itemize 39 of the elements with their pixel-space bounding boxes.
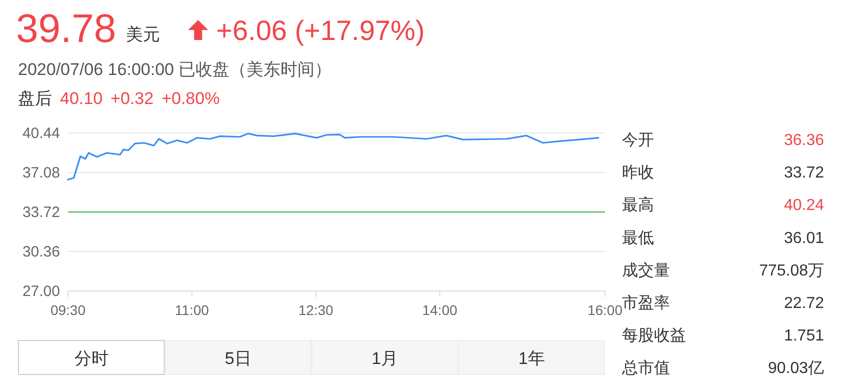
y-tick-label: 27.00 <box>22 283 60 300</box>
text: +6.06 (+17.97%) <box>216 15 425 46</box>
text: 36.36 <box>784 132 824 149</box>
text: 1.751 <box>784 328 824 345</box>
text: +0.80% <box>162 89 220 108</box>
x-tick-label: 09:30 <box>50 302 86 318</box>
y-tick-label: 33.72 <box>22 204 60 221</box>
text: 40.24 <box>784 197 824 214</box>
text: 美元 <box>126 25 160 44</box>
text: 今开 <box>622 132 654 149</box>
text: 40.10 <box>60 89 103 108</box>
x-tick-label: 11:00 <box>174 302 210 318</box>
line-series <box>67 132 600 180</box>
text: 每股收益 <box>622 326 686 345</box>
text: 市盈率 <box>622 294 670 312</box>
text: 分时 <box>74 349 108 368</box>
text: 36.01 <box>784 230 824 247</box>
text: 成交量 <box>622 261 670 280</box>
x-tick-label: 16:00 <box>587 302 623 318</box>
y-tick-label: 40.44 <box>22 125 60 142</box>
text: 最低 <box>622 230 654 247</box>
text: 总市值 <box>621 359 670 378</box>
y-tick-label: 37.08 <box>22 164 60 182</box>
text: 33.72 <box>784 164 824 182</box>
text: 90.03亿 <box>768 360 824 378</box>
chart-title: 39.78 <box>16 7 116 51</box>
text: 5日 <box>224 349 252 368</box>
text: 775.08万 <box>759 262 824 280</box>
text: 盘后 <box>18 89 52 108</box>
text: 1年 <box>518 349 545 368</box>
text: 22.72 <box>784 295 824 312</box>
text: 最高 <box>622 196 654 214</box>
text: 2020/07/06 16:00:00 已收盘（美东时间） <box>18 60 332 79</box>
y-tick-label: 30.36 <box>22 244 60 260</box>
x-tick-label: 14:00 <box>422 302 458 318</box>
text: +0.32 <box>110 89 154 108</box>
text: 1月 <box>372 349 398 368</box>
x-tick-label: 12:30 <box>298 302 334 318</box>
text: 昨收 <box>622 164 654 182</box>
